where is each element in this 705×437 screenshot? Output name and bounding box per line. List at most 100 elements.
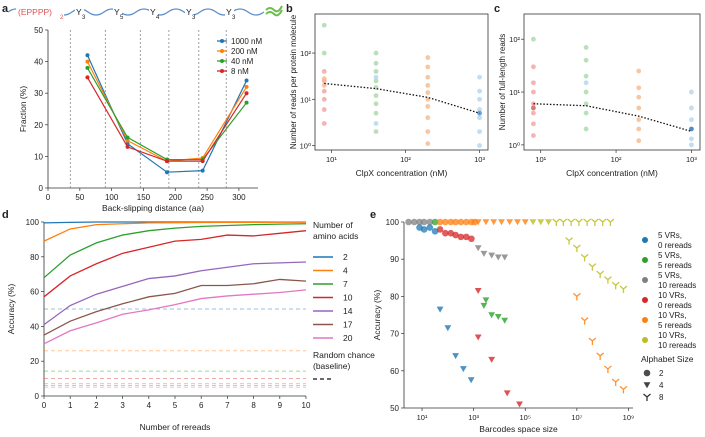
series-point-a <box>244 91 249 96</box>
legend-alphabet-marker-e <box>643 369 651 377</box>
series-line-d <box>43 278 307 336</box>
schematic-marker-bg <box>225 6 234 18</box>
data-point-e <box>552 218 561 226</box>
panel-letter-b: b <box>286 3 293 15</box>
axis-label-y-c: Number of full-length reads <box>498 34 507 131</box>
legend-label-a: 200 nM <box>231 47 258 56</box>
tick-label-e-y: 50 <box>390 404 399 413</box>
data-point-e <box>480 250 488 257</box>
data-point-e <box>516 401 523 408</box>
data-point-e <box>590 218 599 226</box>
legend-label-d: 17 <box>343 320 353 330</box>
data-point-b <box>373 93 379 99</box>
tick-label-a-y: 0 <box>39 184 44 193</box>
data-point-b <box>373 50 379 56</box>
series-point-a <box>85 75 90 80</box>
schematic-marker-y: Y <box>186 7 192 17</box>
data-point-e <box>452 231 459 239</box>
tick-label-e-y: 100 <box>386 218 400 227</box>
data-point-e <box>442 229 449 237</box>
series-line-a <box>86 67 248 161</box>
data-point-b <box>477 143 482 148</box>
schematic-marker-subscript: 3 <box>192 15 196 21</box>
trend-line-b <box>324 82 480 114</box>
data-point-e <box>596 352 605 360</box>
data-point-c <box>689 126 694 132</box>
tick-label-d-y: 80 <box>30 253 39 262</box>
legend-label-d: 10 <box>343 293 353 303</box>
data-point-e <box>588 263 597 271</box>
legend-swatch-e <box>642 317 648 323</box>
data-point-c <box>531 121 536 127</box>
legend-baseline-label-d: (baseline) <box>313 361 350 371</box>
data-point-e <box>452 218 459 226</box>
legend-marker-a <box>220 49 224 53</box>
data-point-e <box>426 224 434 231</box>
series-point-a <box>165 159 169 164</box>
legend-label-e: 10 rereads <box>658 341 696 350</box>
plot-frame-c <box>523 13 701 151</box>
schematic-marker-subscript: 3 <box>82 15 86 21</box>
data-point-e <box>457 233 465 241</box>
legend-alphabet-label-e: 4 <box>659 381 664 390</box>
data-point-b <box>477 115 482 121</box>
data-point-e <box>506 219 514 226</box>
series-line-d <box>43 230 307 298</box>
data-point-e <box>598 218 607 226</box>
series-point-a <box>125 135 130 140</box>
data-point-e <box>580 253 589 262</box>
legend-label-d: 14 <box>343 306 353 316</box>
panel-letter-e: e <box>370 209 376 221</box>
data-point-c <box>689 136 694 142</box>
series-point-a <box>244 78 249 83</box>
data-point-b <box>425 74 431 80</box>
legend-label-e: 5 VRs, <box>658 231 682 240</box>
data-point-e <box>565 237 574 245</box>
schematic-prefix-bg <box>16 6 64 18</box>
legend-swatch-e <box>642 237 648 243</box>
data-point-e <box>611 281 620 290</box>
data-point-e <box>436 306 444 313</box>
data-point-e <box>537 219 545 226</box>
tick-label-x-b: 10² <box>400 155 411 164</box>
tick-label-a-y: 20 <box>34 121 43 130</box>
legend-title-d: amino acids <box>313 231 358 241</box>
data-point-c <box>583 101 589 107</box>
tick-label-a-y: 40 <box>34 58 43 67</box>
data-point-e <box>603 365 612 373</box>
data-point-c <box>583 89 589 95</box>
tick-label-d-y: 0 <box>35 392 40 401</box>
data-point-e <box>588 337 597 346</box>
tick-label-d-x: 5 <box>173 401 178 410</box>
data-point-e <box>611 378 620 386</box>
data-point-c <box>583 44 589 50</box>
tick-label-y-c: 10¹ <box>509 88 520 97</box>
data-point-b <box>477 107 482 112</box>
tick-label-x-b: 10³ <box>474 155 485 164</box>
legend-label-a: 8 nM <box>231 67 249 76</box>
series-line-d <box>43 223 307 279</box>
legend-swatch-e <box>642 277 648 283</box>
tick-label-y-b: 10² <box>300 49 311 58</box>
data-point-c <box>583 73 589 79</box>
legend-label-e: 10 rereads <box>658 281 696 290</box>
data-point-b <box>373 101 379 107</box>
data-point-b <box>425 104 431 109</box>
data-point-c <box>689 105 694 111</box>
data-point-b <box>373 129 379 135</box>
tick-label-e-x: 10³ <box>468 413 479 422</box>
data-point-b <box>321 50 327 56</box>
legend-label-d: 4 <box>343 266 348 276</box>
data-point-e <box>447 218 455 226</box>
legend-alphabet-title-e: Alphabet Size <box>641 354 694 364</box>
data-point-b <box>477 88 482 94</box>
legend-label-e: 10 VRs, <box>658 331 686 340</box>
data-point-e <box>436 226 444 233</box>
data-point-c <box>636 94 642 100</box>
legend-label-d: 20 <box>343 333 353 343</box>
panel-letter-a: a <box>2 3 9 15</box>
data-point-c <box>636 126 642 132</box>
data-point-e <box>572 292 581 301</box>
data-point-e <box>619 385 628 394</box>
